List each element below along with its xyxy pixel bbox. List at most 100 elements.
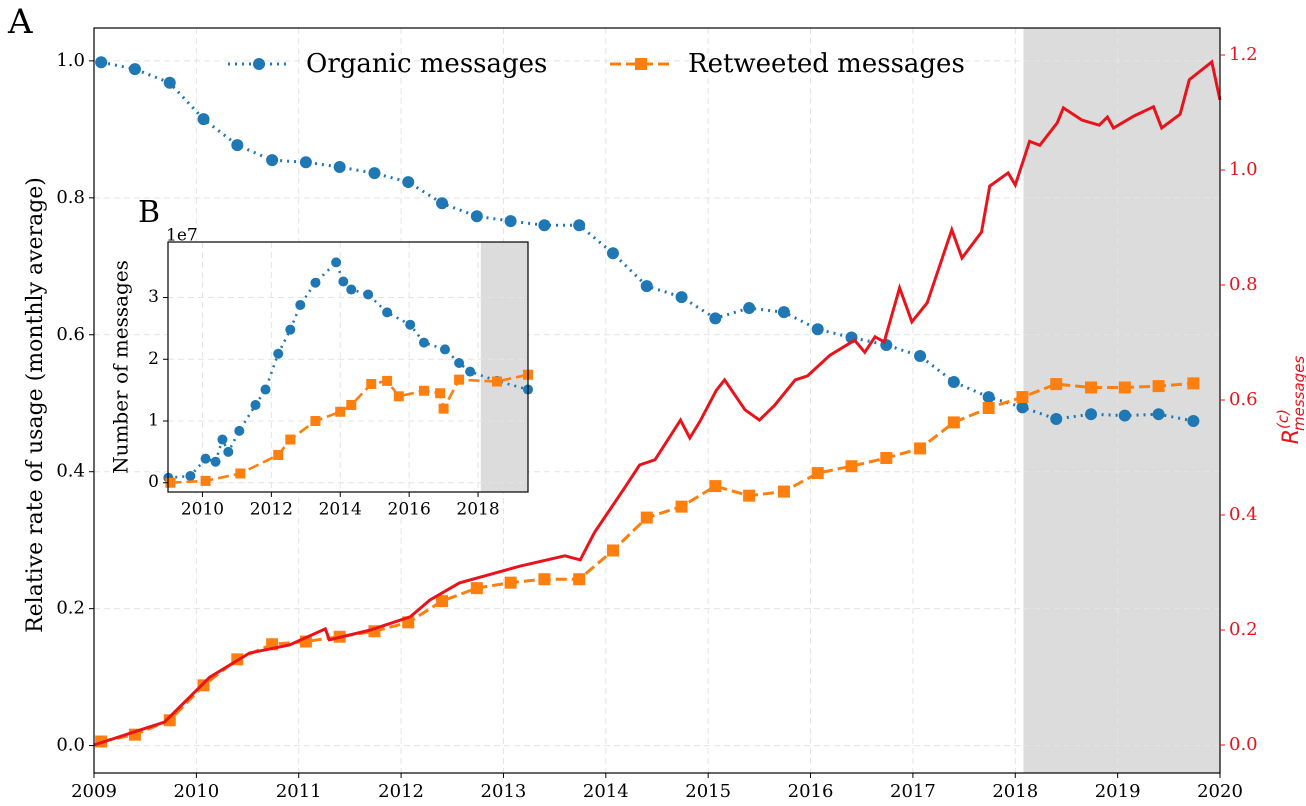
point-marker — [260, 384, 271, 395]
point-marker — [709, 480, 722, 493]
point-marker — [310, 277, 321, 288]
x-tick-label: 2016 — [388, 500, 431, 520]
y2-label-base: R — [1279, 429, 1304, 444]
point-marker — [418, 385, 429, 396]
x-tick-label: 2018 — [992, 781, 1038, 802]
point-marker — [743, 489, 756, 502]
x-tick-label: 2020 — [1197, 781, 1243, 802]
point-marker — [982, 391, 995, 404]
point-marker — [331, 257, 342, 268]
point-marker — [811, 467, 824, 480]
point-marker — [675, 500, 688, 513]
point-marker — [346, 399, 357, 410]
point-marker — [200, 475, 211, 486]
point-marker — [285, 434, 296, 445]
point-marker — [128, 63, 141, 76]
point-marker — [338, 276, 349, 287]
x-tick-label: 2016 — [788, 781, 834, 802]
point-marker — [368, 167, 381, 180]
y-tick-label: 0.0 — [56, 735, 85, 756]
point-marker — [235, 468, 246, 479]
y2-label-sup: (c) — [1274, 409, 1292, 429]
x-tick-label: 2012 — [378, 781, 424, 802]
y2-tick-label: 0.4 — [1229, 504, 1258, 525]
y-tick-label: 3 — [148, 287, 159, 307]
point-marker — [640, 511, 653, 524]
point-marker — [1118, 409, 1131, 422]
point-marker — [366, 378, 377, 389]
point-marker — [947, 416, 960, 429]
y2-tick-label: 0.2 — [1229, 619, 1258, 640]
point-marker — [310, 416, 321, 427]
y2-tick-label: 0.8 — [1229, 274, 1258, 295]
point-marker — [335, 406, 346, 417]
point-marker — [743, 302, 756, 315]
y2-tick-label: 0.0 — [1229, 734, 1258, 755]
panel-label: A — [7, 2, 33, 42]
point-marker — [295, 299, 306, 310]
point-marker — [454, 357, 465, 368]
x-tick-label: 2015 — [685, 781, 731, 802]
x-tick-label: 2014 — [319, 500, 362, 520]
point-marker — [982, 402, 995, 415]
point-marker — [163, 76, 176, 89]
point-marker — [538, 219, 551, 232]
y2-tick-label: 1.0 — [1229, 159, 1258, 180]
y-tick-label: 0.4 — [56, 461, 85, 482]
point-marker — [273, 449, 284, 460]
point-marker — [405, 319, 416, 330]
point-marker — [285, 324, 296, 335]
y-tick-label: 2 — [148, 349, 159, 369]
point-marker — [1016, 391, 1029, 404]
plot-frame — [167, 241, 529, 493]
shaded-region — [1023, 28, 1220, 773]
point-marker — [914, 442, 927, 455]
point-marker — [1152, 380, 1165, 393]
point-marker — [465, 366, 476, 377]
point-marker — [947, 376, 960, 389]
point-marker — [363, 289, 374, 300]
point-marker — [675, 291, 688, 304]
x-tick-label: 2014 — [583, 781, 629, 802]
point-marker — [435, 388, 446, 399]
y2-tick-label: 0.6 — [1229, 389, 1258, 410]
x-tick-label: 2017 — [890, 781, 936, 802]
plot-background — [168, 242, 528, 492]
y2-tick-label: 1.2 — [1229, 44, 1258, 65]
y-tick-label: 1.0 — [56, 50, 85, 71]
point-marker — [777, 485, 790, 498]
point-marker — [439, 344, 450, 355]
point-marker — [163, 714, 176, 727]
point-marker — [273, 348, 284, 359]
point-marker — [346, 284, 357, 295]
point-marker — [234, 425, 245, 436]
point-marker — [880, 452, 893, 465]
y-tick-label: 0.2 — [56, 598, 85, 619]
point-marker — [418, 337, 429, 348]
point-marker — [606, 544, 619, 557]
point-marker — [95, 56, 108, 69]
point-marker — [1085, 381, 1098, 394]
point-marker — [382, 375, 393, 386]
point-marker — [436, 197, 449, 210]
legend-marker — [253, 58, 265, 70]
point-marker — [393, 391, 404, 402]
point-marker — [299, 156, 312, 169]
point-marker — [504, 215, 517, 228]
y2-label-sub: messages — [1290, 356, 1306, 431]
point-marker — [1152, 408, 1165, 421]
point-marker — [1187, 377, 1200, 390]
point-marker — [470, 210, 483, 223]
point-marker — [438, 403, 449, 414]
x-tick-label: 2018 — [456, 500, 499, 520]
panel-label: B — [138, 195, 160, 230]
point-marker — [491, 376, 502, 387]
shaded-region — [480, 242, 528, 492]
point-marker — [709, 312, 722, 325]
point-marker — [777, 306, 790, 319]
point-marker — [165, 477, 176, 488]
point-marker — [454, 374, 465, 385]
x-tick-label: 2009 — [71, 781, 117, 802]
point-marker — [914, 349, 927, 362]
